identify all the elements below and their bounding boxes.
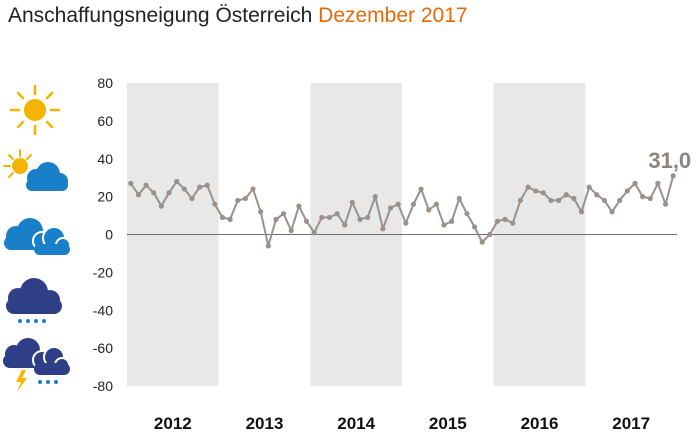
data-point	[189, 195, 195, 202]
data-point	[418, 186, 424, 192]
chart-title: Anschaffungsneigung Österreich Dezember …	[8, 4, 468, 28]
y-tick-label: 40	[97, 151, 113, 167]
y-tick-label: -40	[93, 302, 113, 318]
data-point	[426, 207, 432, 213]
data-point	[387, 205, 394, 211]
data-point	[632, 180, 638, 186]
data-point	[540, 190, 546, 196]
data-point	[166, 190, 172, 196]
last-value-label: 31,0	[648, 148, 691, 173]
year-label: 2015	[429, 414, 467, 433]
data-point	[601, 197, 608, 204]
data-point	[303, 218, 310, 224]
data-point	[563, 192, 569, 198]
data-point	[670, 173, 676, 179]
data-point	[250, 186, 256, 192]
data-point	[372, 194, 378, 200]
data-point	[410, 201, 417, 207]
title-main: Anschaffungsneigung Österreich	[8, 4, 313, 27]
rain-cloud-icon	[0, 276, 75, 336]
data-point	[586, 184, 592, 190]
data-point	[151, 190, 157, 196]
year-label: 2012	[154, 414, 192, 433]
data-point	[548, 197, 554, 204]
data-point	[204, 182, 210, 188]
cloud-icon	[0, 212, 75, 272]
data-point	[479, 239, 485, 245]
data-point	[135, 192, 142, 198]
data-point	[212, 201, 218, 207]
data-point	[533, 188, 539, 194]
data-point	[280, 211, 287, 217]
data-point	[624, 188, 630, 194]
data-point	[181, 186, 187, 192]
y-tick-label: 80	[97, 75, 113, 91]
data-point	[143, 182, 149, 188]
data-point	[647, 195, 653, 202]
data-point	[517, 197, 524, 204]
data-point	[235, 197, 241, 204]
thunderstorm-icon	[0, 338, 75, 398]
data-point	[349, 199, 355, 205]
data-point	[380, 226, 386, 232]
year-label: 2017	[612, 414, 650, 433]
data-point	[510, 220, 516, 226]
y-tick-label: 20	[97, 189, 113, 205]
data-point	[609, 209, 615, 215]
data-point	[273, 216, 279, 222]
sun-icon	[0, 80, 75, 140]
data-point	[433, 201, 439, 207]
data-point	[662, 201, 669, 207]
data-point	[258, 209, 264, 215]
year-label: 2016	[521, 414, 559, 433]
y-tick-label: 0	[105, 227, 113, 243]
title-date: Dezember 2017	[318, 4, 468, 27]
data-point	[403, 220, 409, 226]
data-point	[319, 214, 325, 221]
data-point	[342, 222, 348, 228]
y-tick-label: -80	[93, 378, 113, 394]
data-point	[227, 216, 233, 222]
data-point	[471, 224, 478, 230]
data-point	[555, 197, 562, 204]
data-point	[655, 180, 661, 186]
data-point	[265, 243, 271, 249]
data-point	[464, 211, 470, 217]
data-point	[578, 209, 585, 215]
data-point	[326, 214, 333, 221]
data-point	[449, 218, 455, 224]
weather-scale	[0, 80, 75, 392]
data-point	[357, 216, 363, 222]
year-label: 2014	[337, 414, 375, 433]
data-point	[334, 211, 340, 217]
data-point	[571, 195, 577, 202]
data-point	[242, 195, 249, 202]
data-point	[196, 184, 203, 190]
data-point	[617, 197, 623, 204]
data-point	[525, 184, 531, 190]
data-point	[640, 194, 646, 200]
data-point	[288, 228, 294, 234]
data-point	[441, 222, 447, 228]
y-tick-label: 60	[97, 113, 113, 129]
data-point	[296, 203, 302, 209]
data-point	[219, 214, 226, 221]
sun-behind-cloud-icon	[0, 148, 75, 208]
data-point	[158, 203, 164, 209]
year-label: 2013	[246, 414, 284, 433]
y-tick-label: -60	[93, 340, 113, 356]
data-point	[311, 230, 317, 236]
data-point	[174, 178, 180, 185]
data-point	[128, 180, 134, 186]
data-point	[494, 218, 501, 224]
data-point	[502, 216, 508, 222]
data-point	[594, 192, 600, 198]
data-point	[395, 201, 401, 207]
data-point	[365, 214, 371, 221]
y-tick-label: -20	[93, 264, 113, 280]
data-point	[487, 231, 493, 238]
data-point	[456, 195, 462, 202]
